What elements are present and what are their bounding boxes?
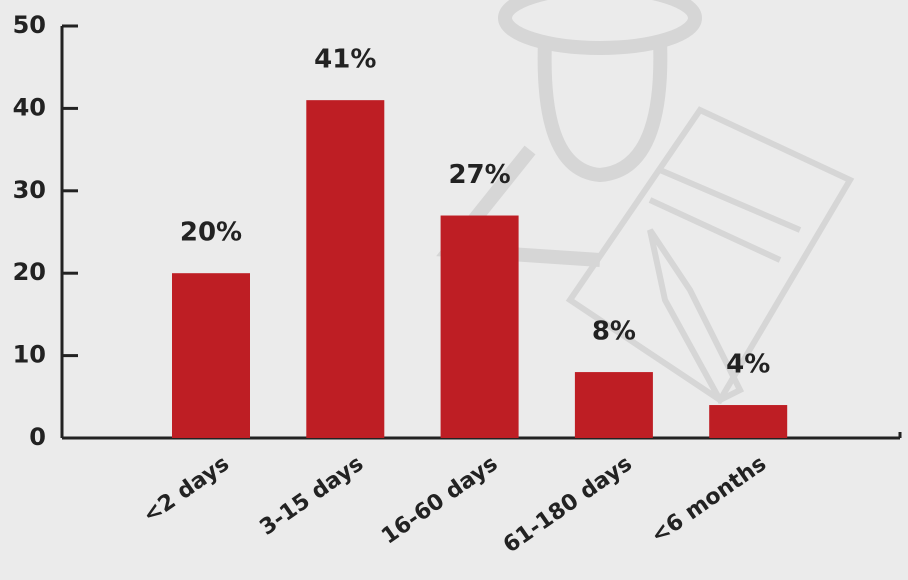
x-tick-label: <2 days [139, 451, 234, 528]
y-tick-label: 10 [13, 341, 46, 369]
value-label: 20% [180, 218, 242, 248]
x-tick-label: 61-180 days [499, 451, 637, 558]
value-label: 41% [314, 45, 376, 75]
y-tick-label: 20 [13, 258, 46, 286]
x-tick-label: 3-15 days [255, 451, 368, 540]
bar [709, 405, 788, 438]
value-label: 4% [726, 350, 770, 380]
x-tick-label: 16-60 days [377, 451, 502, 549]
bar [574, 372, 653, 438]
y-tick-label: 0 [29, 423, 46, 451]
y-tick-label: 50 [13, 11, 46, 39]
bar [306, 100, 385, 438]
y-tick-label: 40 [13, 93, 46, 121]
value-label: 8% [592, 317, 636, 347]
bar [440, 215, 519, 438]
value-label: 27% [448, 160, 510, 190]
x-tick-label: <6 months [647, 451, 771, 549]
y-tick-label: 30 [13, 176, 46, 204]
bar [172, 273, 250, 438]
